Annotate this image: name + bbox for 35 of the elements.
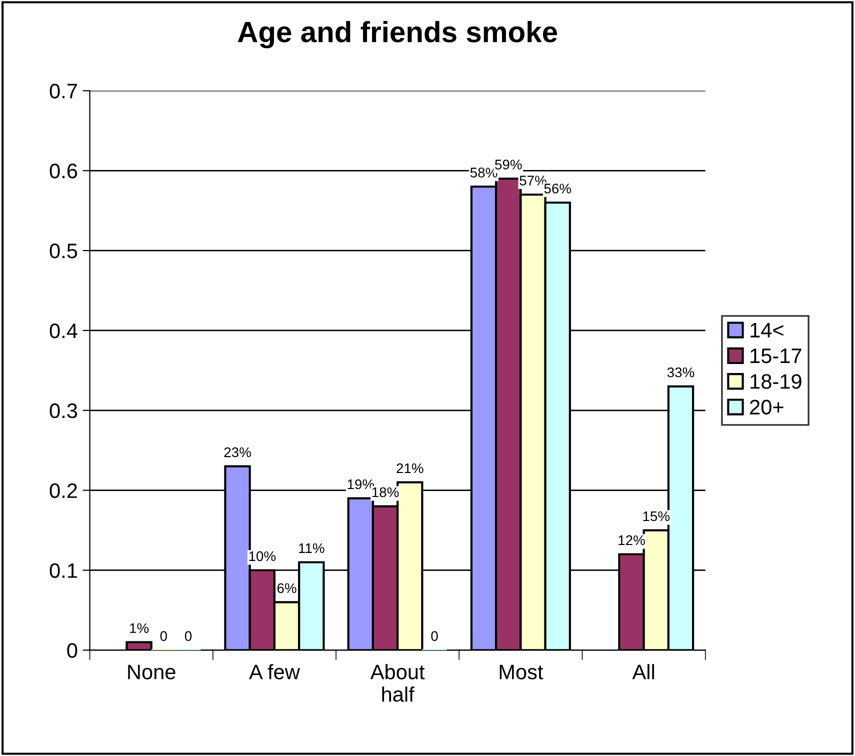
data-label: 0 [431,631,438,642]
y-tick-label: 0.7 [50,84,77,98]
data-label: 23% [224,447,251,458]
x-tick-label: About half [370,664,425,702]
data-label: 56% [544,184,572,194]
data-label: 18% [372,487,399,498]
x-tick-label: None [128,664,176,680]
legend-label: 20+ [750,400,784,415]
chart-title: Age and friends smoke [238,20,558,48]
data-label: 1% [130,623,149,633]
data-label: 19% [348,479,374,490]
data-label: 15% [643,511,670,522]
data-label: 21% [396,463,424,474]
data-label: 10% [249,551,276,562]
x-tick-label: Most [500,664,544,680]
data-label: 0 [184,631,192,642]
y-tick-label: 0.3 [50,403,78,418]
data-label: 11% [299,543,324,554]
y-tick-label: 0 [67,643,78,658]
y-tick-label: 0.2 [50,483,77,498]
y-tick-label: 0.5 [50,244,78,258]
data-label: 12% [618,535,645,546]
x-tick-label: A few [249,664,300,680]
data-label: 0 [160,631,167,642]
data-label: 33% [667,367,694,378]
x-tick-label: All [632,664,654,680]
y-tick-label: 0.1 [50,563,77,578]
legend-label: 15-17 [750,348,802,364]
legend-label: 14< [750,322,784,338]
data-label: 58% [470,168,498,178]
y-tick-label: 0.4 [50,323,78,338]
legend-label: 18-19 [750,374,802,389]
data-label: 59% [495,160,522,170]
y-tick-label: 0.6 [50,164,78,178]
data-label: 6% [277,583,296,594]
